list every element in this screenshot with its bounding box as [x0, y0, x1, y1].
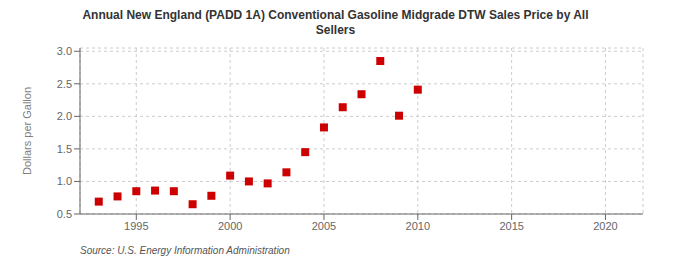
- html-text:Sellers: Sellers: [315, 23, 356, 37]
- svg-text:0.5: 0.5: [57, 208, 72, 220]
- svg-text:1995: 1995: [124, 220, 148, 232]
- svg-text:Dollars per Gallon: Dollars per Gallon: [21, 87, 33, 175]
- svg-text:2020: 2020: [593, 220, 617, 232]
- svg-text:1.5: 1.5: [57, 143, 72, 155]
- html-text:Source: U.S. Energy Informatio: Source: U.S. Energy Information Administ…: [80, 245, 290, 256]
- svg-text:2005: 2005: [312, 220, 336, 232]
- svg-text:1.0: 1.0: [57, 175, 72, 187]
- svg-text:2010: 2010: [406, 220, 430, 232]
- svg-text:2000: 2000: [218, 220, 242, 232]
- svg-text:2015: 2015: [499, 220, 523, 232]
- svg-text:2.5: 2.5: [57, 78, 72, 90]
- svg-text:2.0: 2.0: [57, 110, 72, 122]
- html-text:Annual New England (PADD 1A) C: Annual New England (PADD 1A) Conventiona…: [82, 8, 589, 22]
- svg-text:3.0: 3.0: [57, 45, 72, 57]
